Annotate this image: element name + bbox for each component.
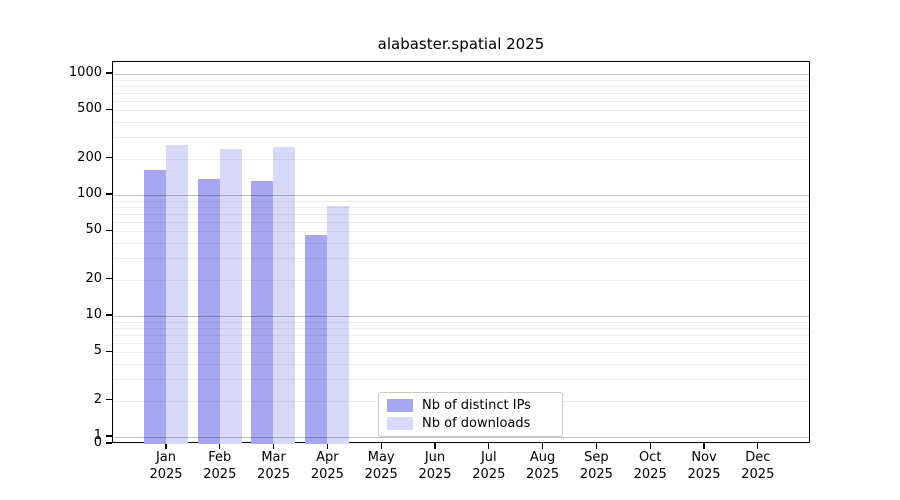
gridline-minor-50 [113, 231, 809, 233]
legend-item-downloads: Nb of downloads [387, 415, 554, 432]
gridline-minor-8 [113, 327, 809, 329]
y-tick-500 [106, 108, 112, 110]
legend-label-distinct-ips: Nb of distinct IPs [422, 398, 531, 413]
x-tick-label-dec: Dec 2025 [741, 450, 775, 482]
gridline-major-100 [113, 195, 809, 196]
x-tick-label-nov: Nov 2025 [687, 450, 721, 482]
bar-downloads-feb [219, 148, 242, 444]
y-tick-50 [106, 229, 112, 231]
gridline-minor-20 [113, 279, 809, 281]
legend-item-distinct-ips: Nb of distinct IPs [387, 397, 554, 414]
gridline-major-1 [113, 437, 809, 438]
y-tick-label-500: 500 [77, 101, 102, 117]
gridline-minor-80 [113, 206, 809, 208]
y-tick-label-1: 1 [93, 428, 102, 443]
y-tick-5 [106, 350, 112, 352]
legend: Nb of distinct IPs Nb of downloads [378, 392, 563, 437]
legend-swatch-downloads [387, 417, 413, 430]
y-tick-label-10: 10 [85, 307, 102, 322]
y-tick-label-50: 50 [85, 222, 102, 238]
legend-swatch-distinct-ips [387, 399, 413, 412]
plot-area [112, 61, 810, 444]
gridline-minor-900 [113, 79, 809, 81]
y-tick-label-0: 0 [93, 435, 102, 450]
gridline-minor-500 [113, 110, 809, 112]
x-tick-label-aug: Aug 2025 [526, 450, 560, 482]
gridline-minor-6 [113, 342, 809, 344]
y-tick-label-5: 5 [93, 343, 102, 359]
gridline-minor-600 [113, 100, 809, 102]
bar-distinct-ips-apr [305, 234, 328, 444]
gridline-minor-200 [113, 158, 809, 160]
x-tick-label-sep: Sep 2025 [579, 450, 613, 482]
gridline-minor-800 [113, 85, 809, 87]
x-tick-label-jul: Jul 2025 [472, 450, 506, 482]
x-tick-label-jan: Jan 2025 [149, 450, 183, 482]
x-tick-jun [434, 443, 436, 449]
x-tick-apr [326, 443, 328, 449]
x-tick-oct [649, 443, 651, 449]
bar-distinct-ips-feb [197, 179, 220, 444]
y-tick-200 [106, 156, 112, 159]
x-tick-label-jun: Jun 2025 [418, 450, 452, 482]
y-tick-label-1000: 1000 [68, 65, 102, 80]
x-tick-may [380, 443, 382, 449]
chart-title: alabaster.spatial 2025 [377, 35, 545, 53]
y-tick-label-20: 20 [85, 270, 102, 286]
gridline-minor-9 [113, 321, 809, 323]
x-tick-label-mar: Mar 2025 [257, 450, 291, 482]
gridline-minor-7 [113, 334, 809, 336]
y-tick-label-2: 2 [93, 391, 102, 407]
y-tick-label-200: 200 [77, 149, 102, 165]
gridline-minor-700 [113, 92, 809, 94]
gridline-minor-40 [113, 243, 809, 245]
gridline-major-10 [113, 316, 809, 317]
gridline-minor-90 [113, 200, 809, 202]
gridline-major-1000 [113, 74, 809, 75]
gridline-minor-300 [113, 137, 809, 139]
gridline-minor-30 [113, 258, 809, 260]
y-tick-2 [106, 398, 112, 401]
gridline-minor-5 [113, 352, 809, 354]
x-tick-jan [165, 443, 167, 449]
y-tick-1000 [106, 72, 112, 74]
bar-distinct-ips-mar [251, 181, 274, 444]
y-tick-0 [106, 442, 112, 444]
bar-distinct-ips-jan [143, 170, 166, 444]
legend-label-downloads: Nb of downloads [422, 416, 531, 431]
x-tick-label-oct: Oct 2025 [633, 450, 667, 482]
bar-downloads-jan [165, 144, 188, 444]
x-tick-aug [542, 443, 544, 449]
gridline-minor-70 [113, 213, 809, 215]
x-tick-label-apr: Apr 2025 [310, 450, 344, 482]
x-tick-label-feb: Feb 2025 [203, 450, 237, 482]
x-tick-feb [219, 443, 221, 449]
bar-downloads-apr [327, 206, 350, 444]
y-tick-label-100: 100 [77, 186, 102, 201]
y-tick-1 [106, 435, 112, 437]
y-tick-100 [106, 193, 112, 195]
x-tick-label-may: May 2025 [364, 450, 398, 482]
x-tick-dec [757, 443, 759, 449]
y-tick-10 [106, 314, 112, 316]
bar-downloads-mar [273, 146, 296, 444]
x-tick-mar [273, 443, 275, 449]
gridline-minor-4 [113, 364, 809, 366]
gridline-minor-60 [113, 221, 809, 223]
y-tick-20 [106, 277, 112, 280]
x-tick-nov [703, 443, 705, 449]
gridline-minor-3 [113, 379, 809, 381]
x-tick-jul [488, 443, 490, 449]
gridline-minor-400 [113, 122, 809, 124]
x-tick-sep [595, 443, 597, 449]
